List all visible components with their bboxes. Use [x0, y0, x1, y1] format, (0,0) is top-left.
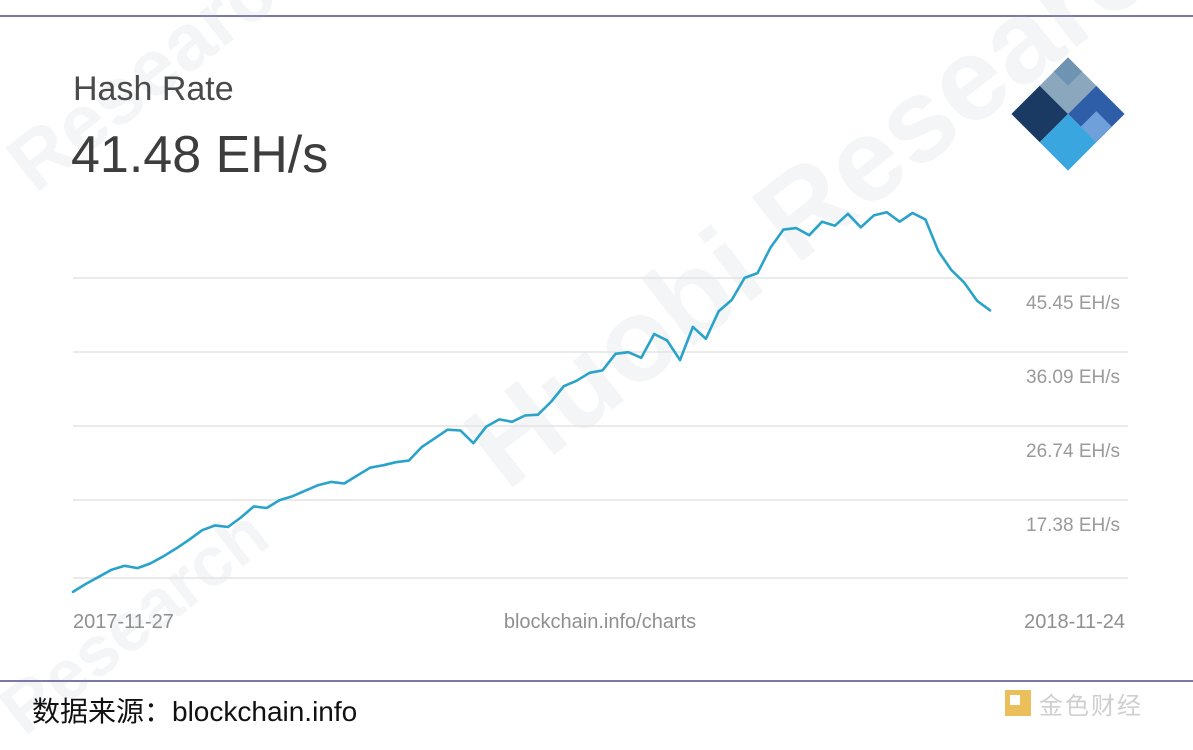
x-start-label: 2017-11-27: [73, 611, 174, 633]
y-tick-label: 45.45 EH/s: [1026, 293, 1120, 314]
x-end-label: 2018-11-24: [1024, 611, 1125, 633]
jinse-logo-text: 金色财经: [1039, 692, 1143, 720]
chart-source-label: blockchain.info/charts: [504, 611, 696, 633]
top-rule: [0, 15, 1193, 17]
y-tick-label: 17.38 EH/s: [1026, 515, 1120, 536]
jinse-logo: 金色财经: [1005, 687, 1143, 720]
jinse-logo-icon: [1005, 690, 1031, 716]
data-source-caption: 数据来源：blockchain.info: [32, 696, 358, 727]
y-tick-layer: 45.45 EH/s 36.09 EH/s 26.74 EH/s 17.38 EH/s: [1026, 293, 1120, 536]
hash-rate-line: [71, 210, 992, 594]
chart-title: Hash Rate: [73, 70, 234, 108]
y-tick-label: 36.09 EH/s: [1026, 367, 1120, 388]
bottom-rule: [0, 680, 1193, 682]
grid-layer: [73, 277, 1128, 579]
hash-rate-chart: 45.45 EH/s 36.09 EH/s 26.74 EH/s 17.38 EH/s…: [71, 210, 1128, 633]
blockchain-logo-icon: [1011, 57, 1125, 171]
current-value: 41.48 EH/s: [71, 126, 329, 184]
y-tick-label: 26.74 EH/s: [1026, 441, 1120, 462]
